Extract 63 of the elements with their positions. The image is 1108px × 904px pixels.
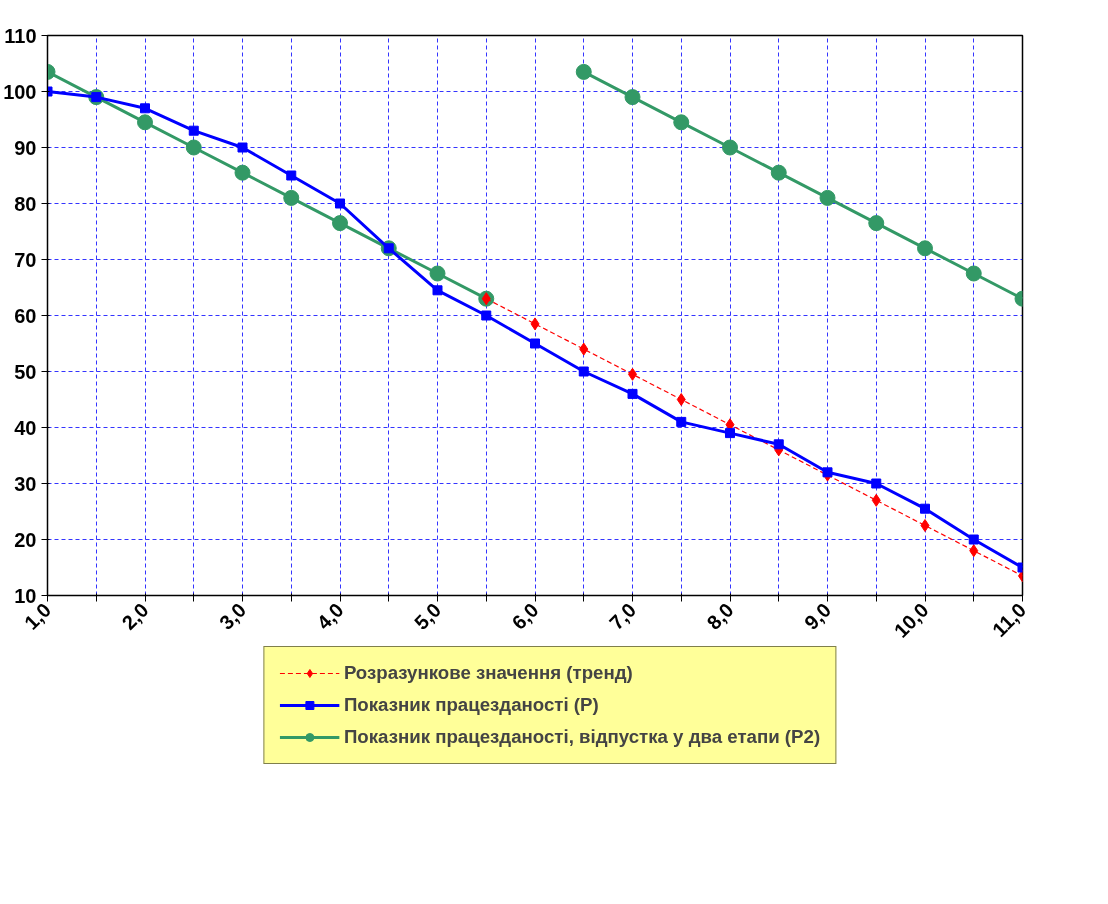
point [676, 416, 687, 427]
point [627, 388, 638, 399]
point [578, 366, 589, 377]
point [188, 125, 199, 136]
point [624, 89, 641, 106]
point [137, 114, 153, 131]
x-tick-label: 10,0 [889, 598, 933, 642]
x-tick-label: 11,0 [987, 598, 1031, 642]
point [335, 198, 345, 209]
y-tick-label: 30 [14, 472, 37, 495]
point [432, 285, 443, 296]
point [725, 428, 735, 439]
y-tick-label: 40 [14, 416, 37, 439]
point [283, 189, 300, 206]
point [673, 114, 690, 131]
point [530, 338, 540, 349]
point [920, 503, 930, 514]
y-tick-label: 60 [14, 304, 37, 327]
y-tick-label: 70 [14, 248, 37, 271]
point [481, 310, 492, 321]
point [969, 544, 979, 558]
y-tick-label: 20 [14, 528, 37, 551]
point [579, 342, 589, 356]
x-tick-label: 2,0 [117, 598, 153, 634]
legend-label: Показник працезданості (P) [343, 694, 599, 716]
x-tick-label: 6,0 [507, 598, 543, 634]
point [575, 63, 592, 80]
point [676, 393, 686, 406]
point [871, 478, 882, 489]
point [968, 534, 979, 545]
x-tick-label: 7,0 [605, 598, 641, 634]
point [237, 142, 248, 153]
point [481, 292, 491, 306]
point [965, 265, 982, 282]
x-tick-label: 4,0 [312, 598, 348, 634]
point [140, 103, 150, 114]
point [917, 240, 933, 257]
point [185, 139, 202, 156]
x-tick-label: 5,0 [410, 598, 446, 634]
y-tick-label: 90 [14, 136, 37, 159]
y-tick-label: 80 [14, 192, 37, 215]
point [822, 467, 833, 478]
point [770, 164, 787, 181]
point [332, 215, 348, 232]
y-tick-label: 10 [14, 584, 37, 607]
point [234, 164, 251, 181]
y-tick-label: 50 [14, 360, 37, 383]
point [530, 317, 540, 331]
legend-label: Розразункове значення (тренд) [343, 662, 633, 684]
legend-label: Показник працезданості, відпустка у два етапи (P2) [343, 726, 821, 748]
point [286, 170, 297, 181]
point [429, 265, 446, 282]
point [773, 439, 784, 450]
point [722, 139, 738, 156]
x-tick-label: 3,0 [215, 598, 251, 634]
point [819, 189, 836, 206]
y-tick-label: 110 [4, 24, 37, 47]
point [920, 519, 930, 532]
x-tick-label: 9,0 [800, 598, 836, 634]
point [868, 215, 885, 232]
y-tick-label: 100 [3, 80, 37, 103]
point [871, 493, 881, 507]
x-tick-label: 8,0 [702, 598, 738, 634]
